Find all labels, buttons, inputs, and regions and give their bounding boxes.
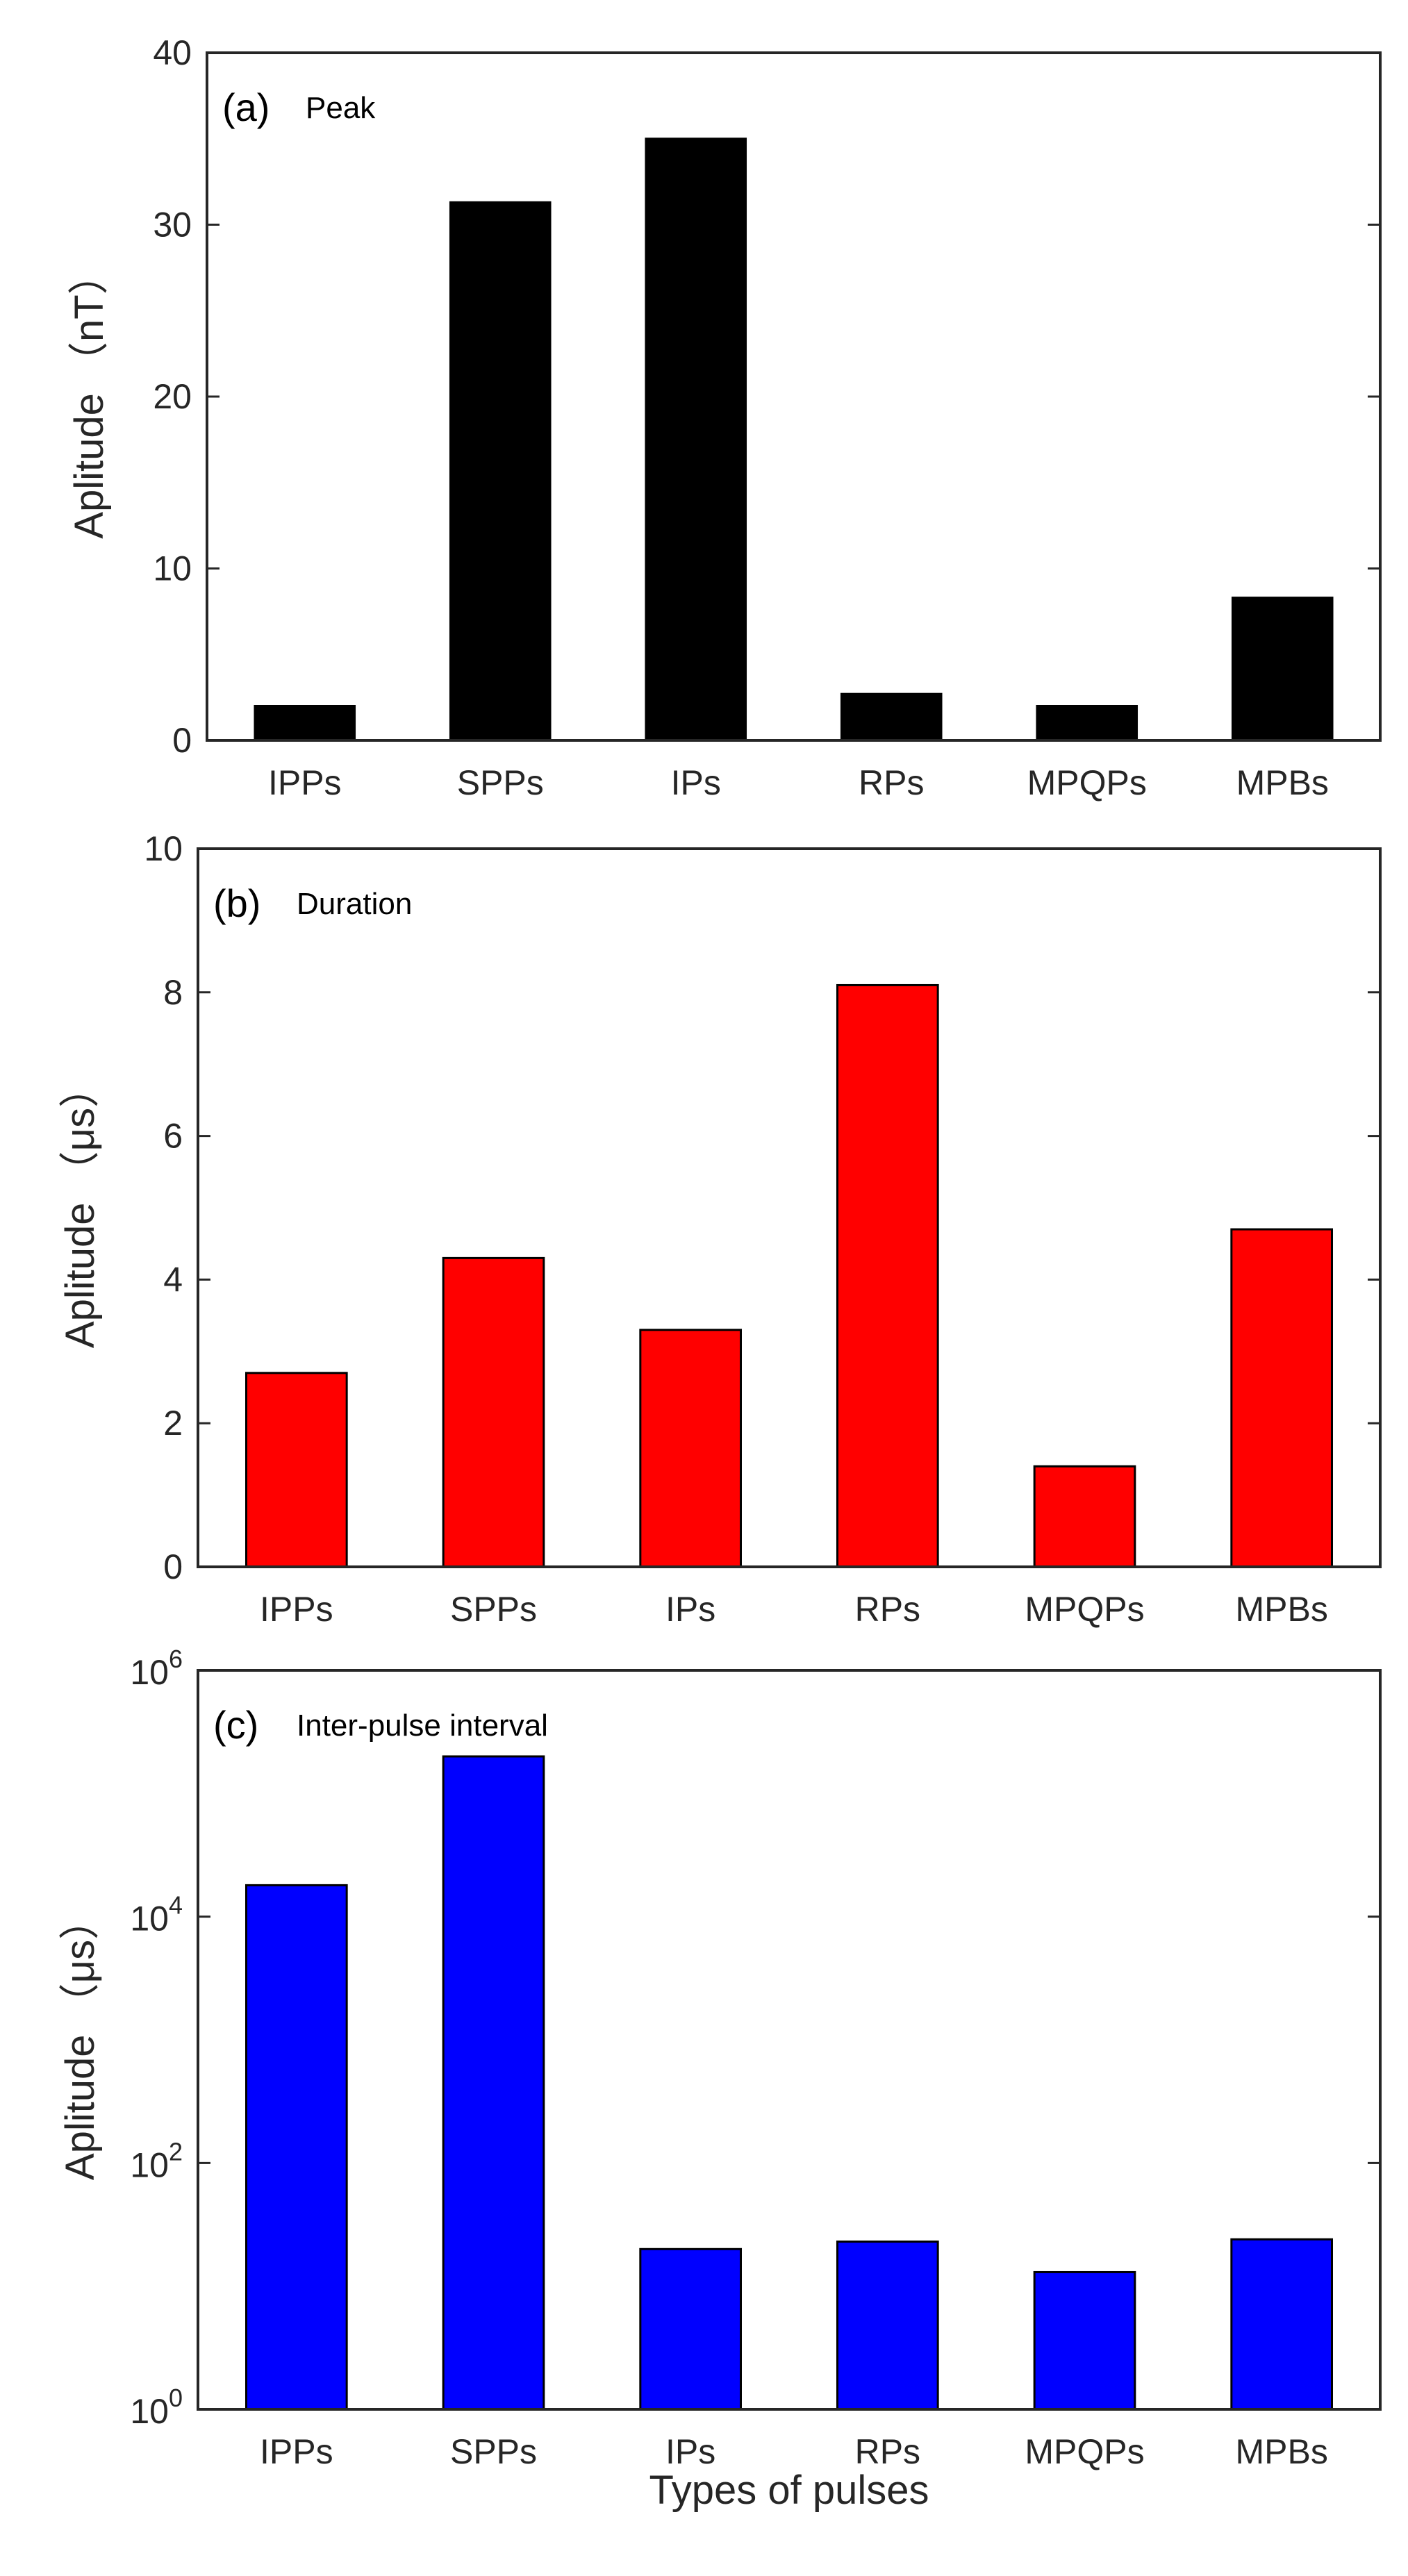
panel-c-ytick-label: 102 [130, 2137, 183, 2184]
panel-c-bar-rps [836, 2241, 939, 2411]
panel-c-bar-mpqps [1033, 2270, 1136, 2411]
panel-b-ytick-label: 8 [163, 973, 183, 1012]
panel-c-ytick-label: 100 [130, 2384, 183, 2431]
panel-b-ytick-label: 10 [144, 829, 183, 868]
panel-c-xlabel: Types of pulses [649, 2468, 929, 2513]
panel-b-ytick-label: 6 [163, 1117, 183, 1156]
panel-a-ytick-label: 20 [153, 377, 192, 416]
panel-a-xtick-label-spps: SPPs [457, 763, 544, 802]
panel-c-xtick-label-ipps: IPPs [260, 2432, 333, 2471]
panel-b: 0 2 4 6 8 10 IPPs SPPs IPs RPs MPQPs MPBs Aplitude （… [58, 829, 1382, 1629]
panel-a-title: Peak [306, 91, 376, 125]
panel-c-bar-ips [639, 2247, 743, 2411]
panel-b-xtick-label-mpbs: MPBs [1235, 1590, 1327, 1629]
panel-c-xtick-label-mpbs: MPBs [1235, 2432, 1327, 2471]
panel-a-ylabel: Aplitude （nT） [67, 254, 112, 538]
panel-c-tag: (c) [213, 1703, 258, 1747]
panel-a-bar-ipps [254, 705, 356, 742]
panel-b-bar-ipps [245, 1372, 348, 1568]
panel-b-xtick-label-spps: SPPs [450, 1590, 537, 1629]
panel-a-ytick-label: 30 [153, 206, 192, 244]
panel-b-ytick-label: 4 [163, 1260, 183, 1299]
panel-b-ytick-label: 0 [163, 1547, 183, 1586]
panel-a-ytick-label: 0 [172, 721, 192, 760]
panel-c-ylabel: Aplitude （μs） [58, 1900, 103, 2180]
panel-b-ytick-label: 2 [163, 1404, 183, 1443]
panel-c-xtick-label-ips: IPs [665, 2432, 715, 2471]
panel-a-xtick-label-ips: IPs [671, 763, 721, 802]
panel-c-xtick-label-mpqps: MPQPs [1025, 2432, 1144, 2471]
panel-b-xtick-label-ips: IPs [665, 1590, 715, 1629]
panel-c-ytick-label: 106 [130, 1645, 183, 1692]
panel-a-bar-mpbs [1231, 597, 1334, 742]
panel-a-ytick-label: 40 [153, 33, 192, 72]
panel-c-bar-ipps [245, 1884, 348, 2411]
panel-c-ytick-label: 104 [130, 1891, 183, 1938]
panel-b-bar-rps [836, 983, 939, 1568]
panel-a-ytick-label: 10 [153, 549, 192, 588]
panel-c: 100 102 104 106 IPPs SPPs IPs RPs MPQPs MPBs Aplit… [58, 1645, 1382, 2513]
panel-c-xtick-label-spps: SPPs [450, 2432, 537, 2471]
panel-a-bar-mpqps [1036, 705, 1138, 742]
panel-a-tag: (a) [222, 85, 270, 129]
panel-b-tag: (b) [213, 881, 260, 925]
panel-b-bar-ips [639, 1329, 743, 1568]
panel-b-bar-mpqps [1033, 1465, 1136, 1568]
panel-c-bar-mpbs [1230, 2238, 1334, 2411]
panel-c-title: Inter-pulse interval [297, 1709, 548, 1743]
panel-b-bar-mpbs [1230, 1228, 1334, 1568]
panel-a-bar-spps [449, 201, 552, 742]
panel-b-ylabel: Aplitude （μs） [58, 1067, 103, 1348]
panel-a: 0 10 20 30 40 IPPs SPPs IPs RPs MPQPs MPBs Aplitude… [67, 33, 1382, 802]
panel-c-xtick-label-rps: RPs [855, 2432, 920, 2471]
panel-a-xtick-label-mpbs: MPBs [1236, 763, 1329, 802]
panel-a-bar-ips [645, 138, 747, 742]
panel-b-title: Duration [297, 887, 412, 921]
panel-a-xtick-label-rps: RPs [859, 763, 924, 802]
panel-c-axes-frame [197, 1669, 1382, 2411]
panel-a-bar-rps [840, 692, 943, 742]
panel-a-xtick-label-mpqps: MPQPs [1027, 763, 1147, 802]
panel-b-xtick-label-ipps: IPPs [260, 1590, 333, 1629]
panel-b-xtick-label-rps: RPs [855, 1590, 920, 1629]
panel-b-xtick-label-mpqps: MPQPs [1025, 1590, 1144, 1629]
panel-b-axes-frame [197, 847, 1382, 1568]
panel-b-bar-spps [442, 1256, 545, 1568]
panel-a-axes-frame [206, 51, 1382, 742]
panel-a-xtick-label-ipps: IPPs [268, 763, 342, 802]
panel-c-bar-spps [442, 1755, 545, 2411]
